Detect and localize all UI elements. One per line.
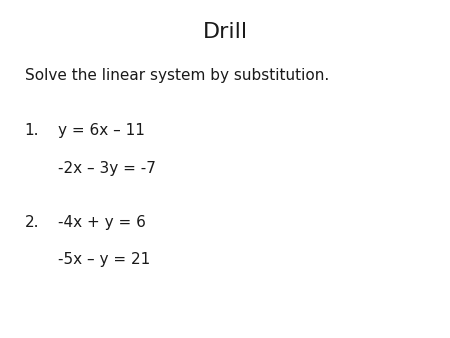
- Text: Solve the linear system by substitution.: Solve the linear system by substitution.: [25, 68, 329, 82]
- Text: y = 6x – 11: y = 6x – 11: [58, 123, 145, 138]
- Text: -4x + y = 6: -4x + y = 6: [58, 215, 146, 230]
- Text: 2.: 2.: [25, 215, 39, 230]
- Text: 1.: 1.: [25, 123, 39, 138]
- Text: -2x – 3y = -7: -2x – 3y = -7: [58, 161, 157, 175]
- Text: -5x – y = 21: -5x – y = 21: [58, 252, 151, 267]
- Text: Drill: Drill: [202, 22, 248, 42]
